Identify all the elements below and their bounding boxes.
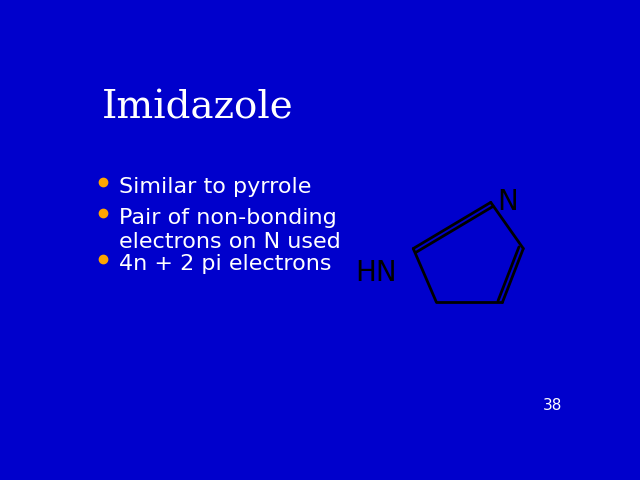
Text: Pair of non-bonding
electrons on N used: Pair of non-bonding electrons on N used bbox=[119, 208, 340, 252]
Text: 38: 38 bbox=[543, 398, 562, 413]
Text: Imidazole: Imidazole bbox=[102, 90, 294, 127]
Text: N: N bbox=[497, 188, 518, 216]
Text: 4n + 2 pi electrons: 4n + 2 pi electrons bbox=[119, 254, 332, 274]
Text: Similar to pyrrole: Similar to pyrrole bbox=[119, 177, 311, 197]
Text: HN: HN bbox=[355, 259, 397, 287]
